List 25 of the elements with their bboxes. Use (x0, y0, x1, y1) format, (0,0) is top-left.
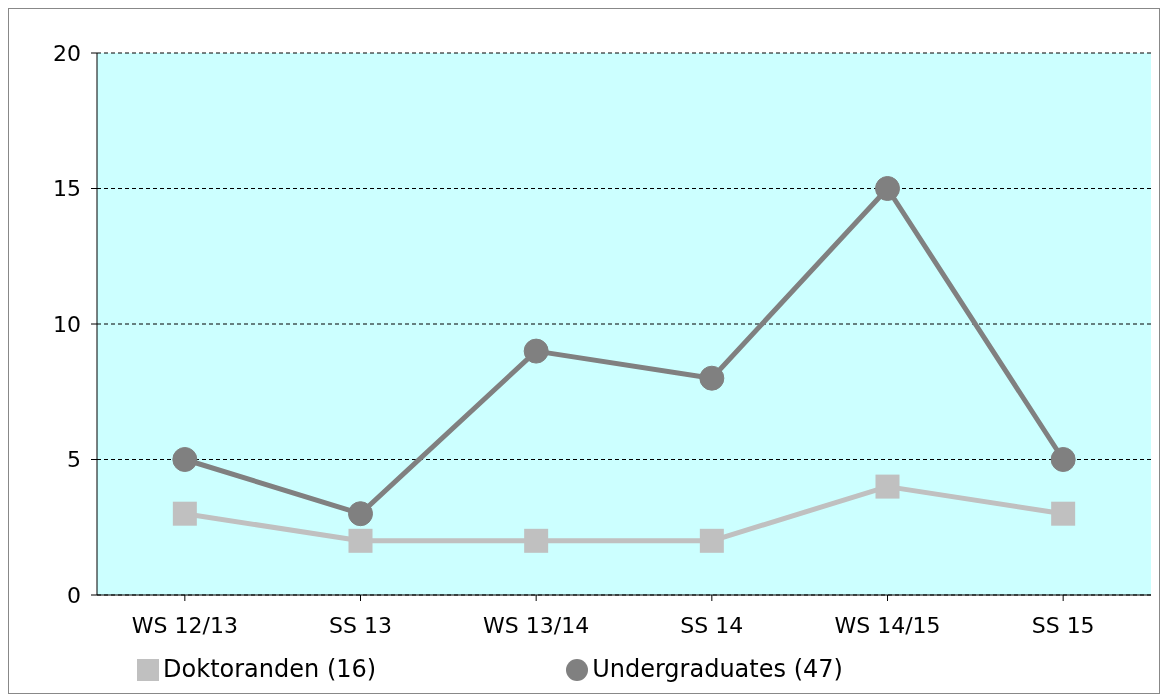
point (699, 528, 724, 553)
point (172, 447, 198, 472)
x-tick-label: WS 12/13 (131, 612, 238, 638)
point (524, 528, 549, 553)
y-tick-label: 15 (53, 176, 81, 202)
point (1050, 447, 1076, 472)
point (348, 501, 373, 527)
point (699, 365, 725, 391)
y-tick-label: 10 (53, 311, 81, 337)
point (875, 474, 900, 499)
y-tick-label: 20 (53, 40, 81, 66)
x-tick-label: SS 15 (1031, 612, 1095, 638)
x-tick-label: SS 13 (329, 612, 392, 638)
y-tick-label: 5 (67, 447, 81, 473)
point (875, 176, 900, 201)
x-tick-label: WS 14/15 (834, 612, 941, 638)
point (523, 338, 549, 364)
legend-label: Doktoranden (16) (163, 655, 377, 683)
legend-label: Undergraduates (47) (592, 655, 843, 683)
y-tick-label: 0 (67, 582, 81, 608)
x-tick-label: WS 13/14 (483, 612, 590, 638)
x-tick-label: SS 14 (680, 612, 744, 638)
point (172, 501, 197, 526)
point (348, 528, 373, 553)
point (1051, 501, 1076, 526)
